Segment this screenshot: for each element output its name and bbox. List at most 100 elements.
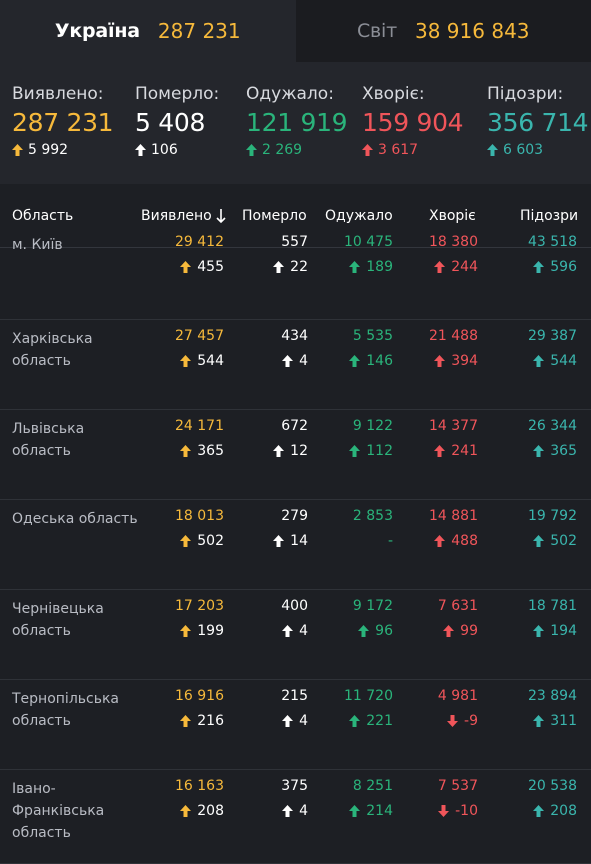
detected-delta-value: 365 [197, 443, 224, 459]
up-arrow-icon [533, 355, 545, 367]
died-value: 279 [281, 508, 308, 524]
summary-recovered-delta: 2 269 [246, 142, 347, 158]
up-arrow-icon [533, 445, 545, 457]
header-region[interactable]: Область [12, 208, 74, 224]
up-arrow-icon [180, 445, 192, 457]
sick-delta: 99 [443, 623, 478, 639]
summary-sick-value: 159 904 [362, 108, 464, 137]
summary-died-value: 5 408 [135, 108, 206, 137]
up-arrow-icon [12, 144, 23, 156]
up-arrow-icon [434, 355, 446, 367]
suspect-delta-value: 544 [550, 353, 577, 369]
suspect-value: 43 518 [528, 234, 577, 250]
detected-delta-value: 216 [197, 713, 224, 729]
up-arrow-icon [180, 805, 192, 817]
up-arrow-icon [135, 144, 146, 156]
table-row[interactable]: м. Київ 29 412 455 557 22 10 475 189 18 380 244 4… [0, 234, 591, 320]
header-suspect[interactable]: Підозри [520, 208, 579, 224]
suspect-value: 26 344 [528, 418, 577, 434]
suspect-delta: 365 [533, 443, 577, 459]
header-died[interactable]: Померло [242, 208, 307, 224]
up-arrow-icon [282, 715, 294, 727]
recovered-delta: 96 [358, 623, 393, 639]
died-delta-value: 4 [299, 713, 308, 729]
up-arrow-icon [487, 144, 498, 156]
detected-delta-value: 208 [197, 803, 224, 819]
sick-delta: -9 [447, 713, 478, 729]
summary-detected: Виявлено: 287 231 5 992 [12, 84, 114, 158]
suspect-delta-value: 502 [550, 533, 577, 549]
sick-delta-value: 241 [451, 443, 478, 459]
recovered-delta: 146 [349, 353, 393, 369]
detected-value: 29 412 [175, 234, 224, 250]
sick-value: 18 380 [429, 234, 478, 250]
summary-died: Померло: 5 408 106 [135, 84, 219, 158]
recovered-delta-value: - [387, 533, 393, 549]
summary-recovered-delta-value: 2 269 [262, 142, 303, 158]
tab-world-value: 38 916 843 [415, 19, 530, 43]
detected-delta: 208 [180, 803, 224, 819]
recovered-value: 2 853 [352, 508, 393, 524]
tab-ukraine[interactable]: Україна 287 231 [0, 0, 296, 62]
died-delta: 4 [282, 713, 308, 729]
table-row[interactable]: Львівська область 24 171 365 672 12 9 122 112 1… [0, 410, 591, 500]
recovered-value: 9 122 [352, 418, 393, 434]
table-row[interactable]: Івано-Франківська область 16 163 208 375 4 8 … [0, 770, 591, 864]
table-row[interactable]: Чернівецька область 17 203 199 400 4 9 172 96 7… [0, 590, 591, 680]
detected-value: 18 013 [175, 508, 224, 524]
summary-panel: Виявлено: 287 231 5 992 Померло: 5 408 1… [0, 62, 591, 184]
summary-died-delta-value: 106 [151, 142, 178, 158]
sick-delta: 244 [434, 259, 478, 275]
region-name: м. Київ [12, 237, 63, 253]
recovered-delta-value: 112 [366, 443, 393, 459]
detected-value: 24 171 [175, 418, 224, 434]
suspect-delta: 194 [533, 623, 577, 639]
up-arrow-icon [533, 261, 545, 273]
suspect-delta: 502 [533, 533, 577, 549]
sick-value: 7 631 [437, 598, 478, 614]
table-row[interactable]: Одеська область 18 013 502 279 14 2 853 - 14 88… [0, 500, 591, 590]
suspect-delta-value: 365 [550, 443, 577, 459]
died-delta: 4 [282, 803, 308, 819]
header-sick[interactable]: Хворіє [429, 208, 476, 224]
up-arrow-icon [434, 535, 446, 547]
sick-value: 21 488 [429, 328, 478, 344]
suspect-value: 29 387 [528, 328, 577, 344]
detected-delta: 216 [180, 713, 224, 729]
tab-world-label: Світ [356, 20, 397, 42]
died-delta: 14 [273, 533, 308, 549]
recovered-value: 11 720 [344, 688, 393, 704]
died-value: 434 [281, 328, 308, 344]
suspect-delta-value: 311 [550, 713, 577, 729]
up-arrow-icon [349, 355, 361, 367]
died-value: 215 [281, 688, 308, 704]
up-arrow-icon [358, 625, 370, 637]
sick-delta-value: 99 [460, 623, 478, 639]
suspect-value: 19 792 [528, 508, 577, 524]
recovered-delta: 221 [349, 713, 393, 729]
detected-delta: 199 [180, 623, 224, 639]
table-row[interactable]: Тернопільська область 16 916 216 215 4 11 720… [0, 680, 591, 770]
summary-suspect-delta-value: 6 603 [503, 142, 544, 158]
table-row[interactable]: Харківська область 27 457 544 434 4 5 535 146 2… [0, 320, 591, 410]
tab-world[interactable]: Світ 38 916 843 [295, 0, 591, 62]
died-value: 672 [281, 418, 308, 434]
up-arrow-icon [180, 625, 192, 637]
up-arrow-icon [349, 715, 361, 727]
region-name: Чернівецька область [12, 601, 104, 639]
up-arrow-icon [349, 445, 361, 457]
region-name: Харківська область [12, 331, 93, 369]
up-arrow-icon [533, 535, 545, 547]
sick-value: 7 537 [437, 778, 478, 794]
summary-detected-delta-value: 5 992 [28, 142, 69, 158]
header-recovered[interactable]: Одужало [325, 208, 393, 224]
summary-detected-value: 287 231 [12, 108, 114, 137]
suspect-delta-value: 194 [550, 623, 577, 639]
summary-suspect-delta: 6 603 [487, 142, 588, 158]
up-arrow-icon [349, 805, 361, 817]
died-delta: 22 [273, 259, 308, 275]
died-delta-value: 22 [290, 259, 308, 275]
detected-delta: 502 [180, 533, 224, 549]
header-detected[interactable]: Виявлено [141, 208, 226, 224]
suspect-delta: 544 [533, 353, 577, 369]
